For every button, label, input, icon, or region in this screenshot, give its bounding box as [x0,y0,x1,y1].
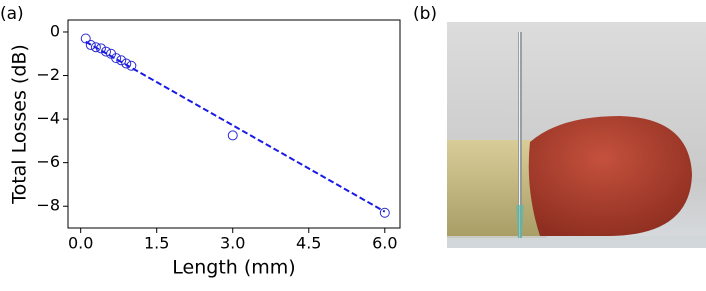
x-tick-label: 1.5 [144,234,169,253]
data-point [80,33,91,44]
fit-line [85,40,386,213]
x-tick-label: 4.5 [296,234,321,253]
y-axis-label: Total Losses (dB) [9,44,31,205]
data-point [90,42,101,53]
data-point [227,130,238,141]
data-point [111,53,122,64]
panel-label: (a) [0,4,24,24]
data-point [121,58,132,69]
plot-frame [67,19,401,229]
y-tick-label: −2 [36,65,60,84]
panel-label: (b) [413,4,437,24]
x-axis-label: Length (mm) [172,257,295,279]
data-point [379,207,390,218]
photo [447,22,706,248]
x-tick-label: 0.0 [68,234,93,253]
data-point [85,40,96,51]
y-tick-label: −6 [36,152,60,171]
y-tick-label: 0 [50,21,60,40]
y-tick-label: −4 [36,109,60,128]
x-tick-label: 6.0 [372,234,397,253]
x-tick-label: 3.0 [220,234,245,253]
y-tick-label: −8 [36,196,60,215]
